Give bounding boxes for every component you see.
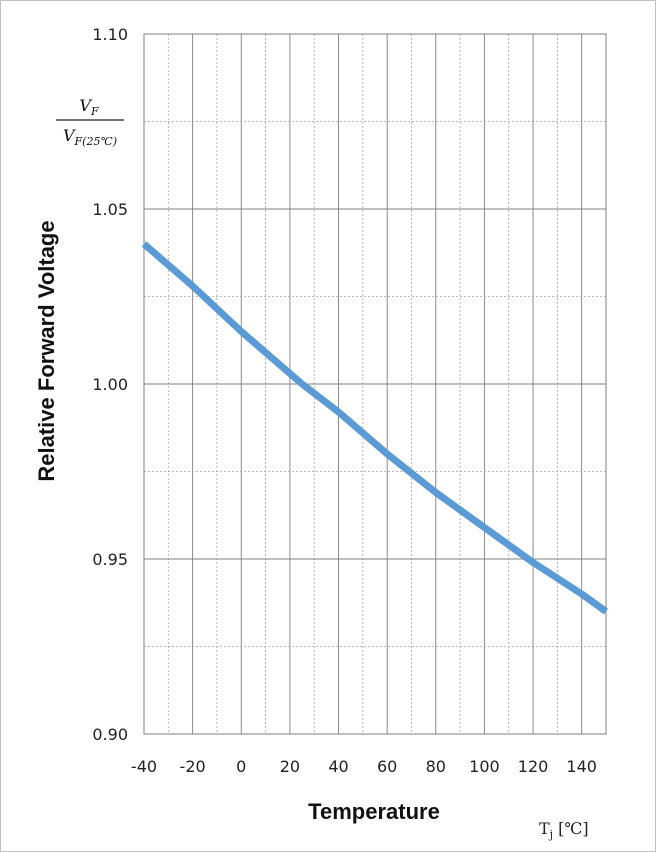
x-tick-label: 80 xyxy=(426,757,446,776)
y-unit-denominator: VF(25℃) xyxy=(63,126,117,148)
y-tick-labels: 0.90 0.95 1.00 1.05 1.10 xyxy=(92,25,128,744)
x-tick-label: 60 xyxy=(377,757,397,776)
plot-area-border xyxy=(143,33,607,735)
x-tick-labels: -40 -20 0 20 40 60 80 100 120 140 xyxy=(131,757,597,776)
x-axis-unit: Tj [℃] xyxy=(539,819,589,841)
y-tick-label: 1.00 xyxy=(92,375,128,394)
x-tick-label: -40 xyxy=(131,757,157,776)
series-line xyxy=(141,241,609,615)
x-axis-title: Temperature xyxy=(308,799,440,824)
x-tick-label: 20 xyxy=(280,757,300,776)
y-tick-label: 1.10 xyxy=(92,25,128,44)
y-tick-label: 1.05 xyxy=(92,200,128,219)
x-tick-label: 140 xyxy=(566,757,597,776)
grid xyxy=(143,33,607,735)
y-unit-fraction: VF VF(25℃) xyxy=(56,96,124,148)
x-tick-label: 0 xyxy=(236,757,246,776)
series xyxy=(141,241,609,615)
x-tick-label: 100 xyxy=(469,757,500,776)
x-tick-label: 40 xyxy=(328,757,348,776)
y-tick-label: 0.95 xyxy=(92,550,128,569)
x-tick-label: 120 xyxy=(518,757,549,776)
y-unit-numerator: VF xyxy=(79,96,99,118)
y-tick-label: 0.90 xyxy=(92,725,128,744)
y-axis-title: Relative Forward Voltage xyxy=(34,220,59,481)
x-tick-label: -20 xyxy=(180,757,206,776)
